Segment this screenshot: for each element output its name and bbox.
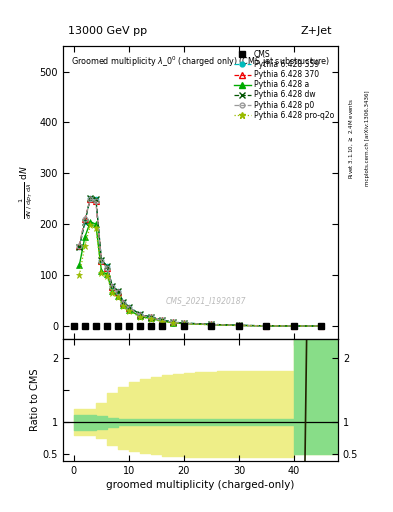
Text: mcplots.cern.ch [arXiv:1306.3436]: mcplots.cern.ch [arXiv:1306.3436]: [365, 91, 370, 186]
Text: Groomed multiplicity $\lambda\_0^0$ (charged only) (CMS jet substructure): Groomed multiplicity $\lambda\_0^0$ (cha…: [71, 55, 330, 69]
Y-axis label: Ratio to CMS: Ratio to CMS: [30, 369, 40, 431]
Text: 13000 GeV pp: 13000 GeV pp: [68, 26, 147, 36]
Y-axis label: $\frac{1}{\mathrm{d}N\ /\ \mathrm{d}p_T\ \mathrm{d}\lambda}\ \mathrm{d}N$: $\frac{1}{\mathrm{d}N\ /\ \mathrm{d}p_T\…: [18, 165, 35, 219]
Text: CMS_2021_I1920187: CMS_2021_I1920187: [166, 296, 246, 305]
Text: Rivet 3.1.10, $\geq$ 2.4M events: Rivet 3.1.10, $\geq$ 2.4M events: [348, 98, 356, 179]
X-axis label: groomed multiplicity (charged-only): groomed multiplicity (charged-only): [106, 480, 295, 490]
Text: Z+Jet: Z+Jet: [301, 26, 332, 36]
Legend: CMS, Pythia 6.428 359, Pythia 6.428 370, Pythia 6.428 a, Pythia 6.428 dw, Pythia: CMS, Pythia 6.428 359, Pythia 6.428 370,…: [233, 48, 336, 121]
